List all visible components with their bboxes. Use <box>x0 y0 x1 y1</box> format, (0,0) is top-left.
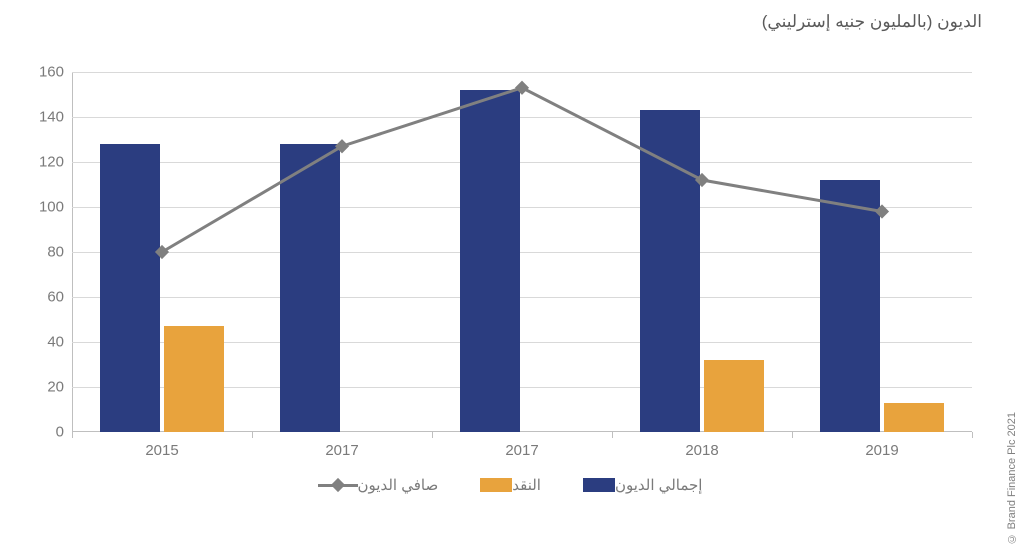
legend-swatch-icon <box>583 478 615 492</box>
chart-title: الديون (بالمليون جنيه إسترليني) <box>762 12 982 32</box>
plot-area: 0204060801001201401602015201720172018201… <box>72 72 972 432</box>
y-tick-label: 0 <box>56 424 72 441</box>
x-tick-label: 2017 <box>505 432 538 459</box>
x-tick-label: 2015 <box>145 432 178 459</box>
legend-item: النقد <box>474 476 541 494</box>
legend-line-icon <box>318 478 358 492</box>
net-line <box>72 72 972 432</box>
chart-container: الديون (بالمليون جنيه إسترليني) 02040608… <box>32 12 982 512</box>
x-tick-label: 2017 <box>325 432 358 459</box>
legend-item: صافي الديون <box>312 476 439 494</box>
y-tick-label: 100 <box>39 199 72 216</box>
x-tick-label: 2018 <box>685 432 718 459</box>
legend-swatch-icon <box>480 478 512 492</box>
y-tick-label: 20 <box>47 379 72 396</box>
y-tick-label: 120 <box>39 154 72 171</box>
y-tick-label: 160 <box>39 64 72 81</box>
copyright: © Brand Finance Plc 2021 <box>1006 412 1018 544</box>
legend-item: إجمالي الديون <box>577 476 702 494</box>
y-tick-label: 40 <box>47 334 72 351</box>
x-tick-label: 2019 <box>865 432 898 459</box>
y-tick-label: 80 <box>47 244 72 261</box>
legend: إجمالي الديون النقد صافي الديون <box>32 476 982 495</box>
y-tick-label: 140 <box>39 109 72 126</box>
y-tick-label: 60 <box>47 289 72 306</box>
